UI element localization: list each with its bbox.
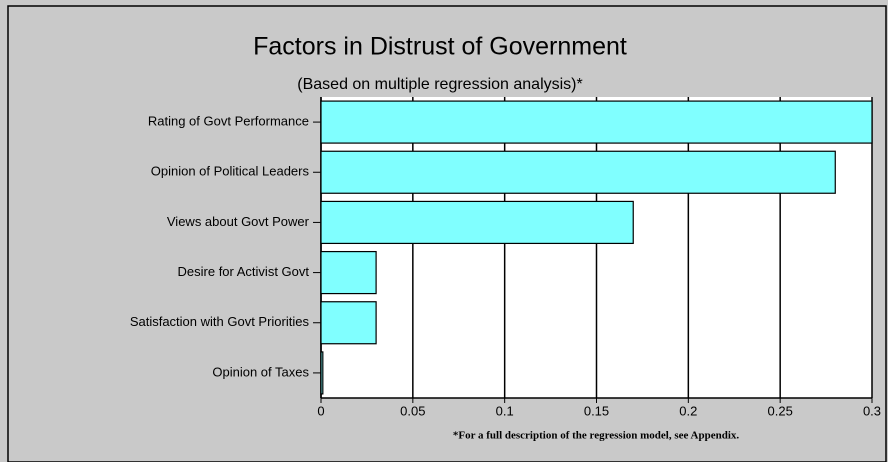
- x-tick-label: 0.1: [496, 403, 514, 418]
- y-tick-label: Opinion of Political Leaders: [151, 164, 310, 179]
- frame: [7, 5, 887, 462]
- bar: [320, 200, 634, 245]
- bar: [320, 351, 324, 395]
- x-tick-label: 0.25: [768, 403, 793, 418]
- x-tick-label: 0: [317, 403, 324, 418]
- bar: [320, 250, 377, 295]
- x-tick-label: 0.15: [584, 403, 609, 418]
- y-tick-label: Desire for Activist Govt: [178, 264, 310, 279]
- footnote: *For a full description of the regressio…: [453, 430, 740, 442]
- x-tick-label: 0.3: [863, 403, 881, 418]
- chart-subtitle: (Based on multiple regression analysis)*: [297, 76, 582, 93]
- x-tick-label: 0.2: [679, 403, 697, 418]
- y-tick-label: Satisfaction with Govt Priorities: [130, 314, 310, 329]
- chart-title: Factors in Distrust of Government: [253, 33, 627, 61]
- y-tick-label: Opinion of Taxes: [212, 364, 309, 379]
- bar: [320, 100, 873, 144]
- y-tick-label: Rating of Govt Performance: [148, 114, 309, 129]
- y-tick-label: Views about Govt Power: [167, 214, 310, 229]
- bar: [320, 301, 377, 345]
- bar: [320, 150, 836, 194]
- x-tick-label: 0.05: [400, 403, 425, 418]
